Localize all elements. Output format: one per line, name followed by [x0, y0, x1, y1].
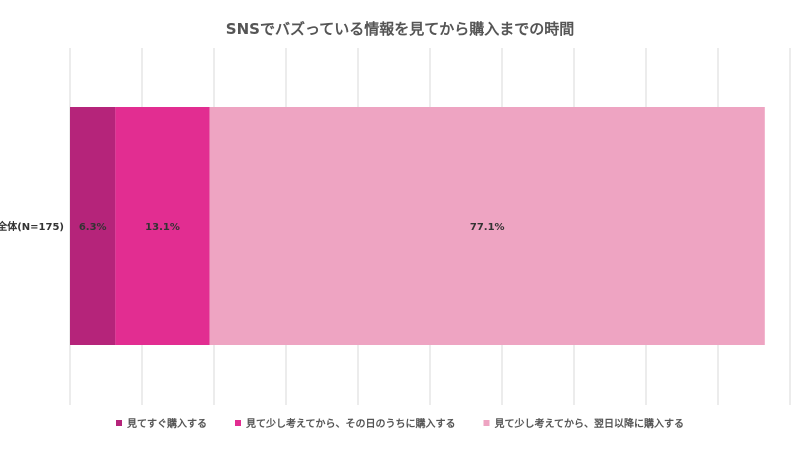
legend-item-1: 見てすぐ購入する — [116, 417, 207, 430]
legend-label-3: 見て少し考えてから、翌日以降に購入する — [494, 417, 685, 430]
legend-swatch-3 — [483, 420, 490, 426]
legend: 見てすぐ購入する 見て少し考えてから、その日のうちに購入する 見て少し考えてから、翌… — [116, 417, 684, 430]
data-label-2: 13.1% — [145, 222, 180, 233]
bar-segment-3 — [209, 107, 765, 345]
legend-label-1: 見てすぐ購入する — [126, 417, 207, 430]
legend-item-3: 見て少し考えてから、翌日以降に購入する — [483, 417, 685, 430]
legend-swatch-2 — [235, 420, 241, 426]
legend-swatch-1 — [116, 420, 122, 426]
data-label-3: 77.1% — [470, 222, 505, 233]
legend-item-2: 見て少し考えてから、その日のうちに購入する — [235, 417, 456, 430]
chart-title: SNSでバズっている情報を見てから購入までの時間 — [226, 20, 574, 38]
data-labels: 6.3% 13.1% 77.1% — [79, 222, 505, 233]
bar-segments — [70, 107, 765, 345]
data-label-1: 6.3% — [79, 222, 107, 233]
category-labels: 全体(N=175) — [0, 220, 64, 233]
bar-segment-2 — [115, 107, 210, 345]
legend-label-2: 見て少し考えてから、その日のうちに購入する — [245, 417, 456, 430]
category-label: 全体(N=175) — [0, 220, 64, 233]
bar-segment-1 — [70, 107, 116, 345]
